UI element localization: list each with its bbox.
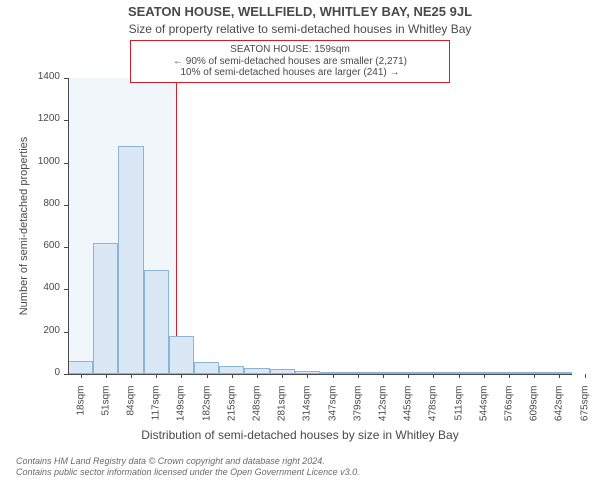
x-tick (181, 374, 182, 378)
y-tick-label: 600 (0, 240, 60, 251)
x-tick-label: 478sqm (428, 386, 439, 436)
x-tick (433, 374, 434, 378)
y-tick-label: 200 (0, 325, 60, 336)
y-tick-label: 1200 (0, 113, 60, 124)
x-tick (358, 374, 359, 378)
x-tick-label: 544sqm (478, 386, 489, 436)
property-marker-line (176, 78, 177, 374)
x-tick (459, 374, 460, 378)
x-tick-label: 215sqm (226, 386, 237, 436)
chart-title: SEATON HOUSE, WELLFIELD, WHITLEY BAY, NE… (0, 4, 600, 19)
x-tick (81, 374, 82, 378)
histogram-bar (169, 336, 194, 374)
y-tick (64, 289, 68, 290)
histogram-bar (219, 366, 244, 374)
x-tick (257, 374, 258, 378)
histogram-bar (93, 243, 118, 374)
histogram-bar (144, 270, 169, 374)
x-tick-label: 84sqm (126, 386, 137, 436)
y-tick-label: 1400 (0, 71, 60, 82)
x-tick-label: 379sqm (352, 386, 363, 436)
x-tick (585, 374, 586, 378)
histogram-bar (118, 146, 143, 374)
x-tick-label: 642sqm (554, 386, 565, 436)
y-tick (64, 120, 68, 121)
x-tick (106, 374, 107, 378)
y-tick (64, 205, 68, 206)
x-tick-label: 511sqm (453, 386, 464, 436)
x-tick (307, 374, 308, 378)
x-axis (68, 374, 572, 375)
x-tick-label: 18sqm (75, 386, 86, 436)
x-tick (207, 374, 208, 378)
chart-subtitle: Size of property relative to semi-detach… (0, 22, 600, 36)
annotation-box: SEATON HOUSE: 159sqm← 90% of semi-detach… (130, 40, 450, 83)
x-tick-label: 675sqm (579, 386, 590, 436)
annotation-line: 10% of semi-detached houses are larger (… (137, 67, 443, 79)
x-tick-label: 609sqm (529, 386, 540, 436)
histogram-bar (194, 362, 219, 374)
x-tick-label: 248sqm (252, 386, 263, 436)
x-tick (333, 374, 334, 378)
x-tick-label: 117sqm (151, 386, 162, 436)
x-tick-label: 281sqm (277, 386, 288, 436)
x-tick (559, 374, 560, 378)
footer-line: Contains HM Land Registry data © Crown c… (16, 456, 600, 467)
x-tick (408, 374, 409, 378)
y-tick-label: 800 (0, 198, 60, 209)
histogram-bar (68, 361, 93, 374)
plot-area (68, 78, 572, 374)
x-tick-label: 347sqm (327, 386, 338, 436)
y-tick (64, 374, 68, 375)
chart-container: SEATON HOUSE, WELLFIELD, WHITLEY BAY, NE… (0, 0, 600, 500)
x-tick (383, 374, 384, 378)
y-axis (68, 78, 69, 374)
footer-line: Contains public sector information licen… (16, 467, 600, 478)
x-tick-label: 576sqm (504, 386, 515, 436)
y-tick (64, 163, 68, 164)
x-tick (509, 374, 510, 378)
x-tick-label: 149sqm (176, 386, 187, 436)
y-tick (64, 78, 68, 79)
x-tick-label: 51sqm (100, 386, 111, 436)
x-tick-label: 314sqm (302, 386, 313, 436)
footer-attribution: Contains HM Land Registry data © Crown c… (0, 456, 600, 479)
x-tick (282, 374, 283, 378)
y-tick-label: 1000 (0, 156, 60, 167)
x-tick (484, 374, 485, 378)
x-tick-label: 412sqm (378, 386, 389, 436)
x-tick-label: 182sqm (201, 386, 212, 436)
y-tick (64, 247, 68, 248)
x-tick (131, 374, 132, 378)
x-tick (156, 374, 157, 378)
y-tick-label: 400 (0, 282, 60, 293)
x-tick (232, 374, 233, 378)
annotation-line: ← 90% of semi-detached houses are smalle… (137, 56, 443, 68)
x-tick-label: 445sqm (403, 386, 414, 436)
y-tick-label: 0 (0, 367, 60, 378)
annotation-line: SEATON HOUSE: 159sqm (137, 44, 443, 56)
x-tick (534, 374, 535, 378)
y-tick (64, 332, 68, 333)
